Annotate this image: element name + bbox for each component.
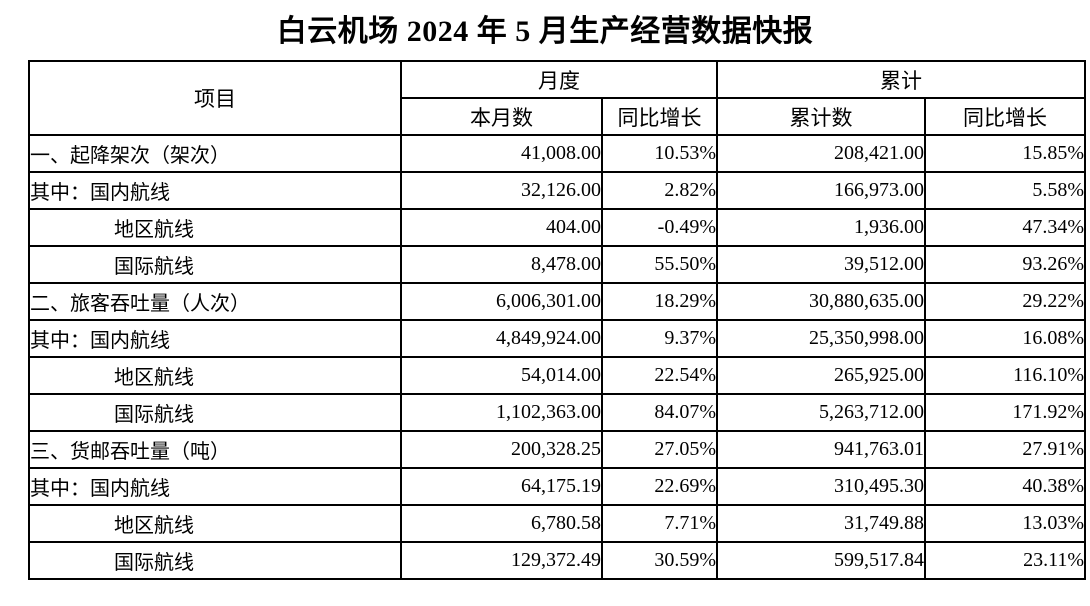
cell-monthly-yoy: 2.82% <box>601 171 718 210</box>
cell-cumulative-yoy: 93.26% <box>924 245 1086 284</box>
header-monthly-value: 本月数 <box>400 97 603 136</box>
cell-monthly-yoy: 84.07% <box>601 393 718 432</box>
cell-monthly-value: 8,478.00 <box>400 245 603 284</box>
table-row: 二、旅客吞吐量（人次） 6,006,301.00 18.29% 30,880,6… <box>28 282 1086 321</box>
cell-cumulative-yoy: 29.22% <box>924 282 1086 321</box>
cell-monthly-yoy: 55.50% <box>601 245 718 284</box>
cell-monthly-yoy: -0.49% <box>601 208 718 247</box>
header-monthly-yoy: 同比增长 <box>601 97 718 136</box>
row-label: 其中：国内航线 <box>28 467 402 506</box>
row-label: 国际航线 <box>28 541 402 580</box>
cell-monthly-value: 1,102,363.00 <box>400 393 603 432</box>
table-row: 一、起降架次（架次） 41,008.00 10.53% 208,421.00 1… <box>28 134 1086 173</box>
cell-monthly-yoy: 22.54% <box>601 356 718 395</box>
cell-cumulative-yoy: 47.34% <box>924 208 1086 247</box>
row-label: 其中：国内航线 <box>28 319 402 358</box>
cell-cumulative-yoy: 13.03% <box>924 504 1086 543</box>
table-row: 国际航线 8,478.00 55.50% 39,512.00 93.26% <box>28 245 1086 284</box>
cell-cumulative-yoy: 171.92% <box>924 393 1086 432</box>
production-data-table: 项目 月度 累计 本月数 同比增长 累计数 同比增长 一、起降架次（架次） 41… <box>28 60 1086 580</box>
cell-cumulative-value: 166,973.00 <box>716 171 926 210</box>
cell-cumulative-value: 265,925.00 <box>716 356 926 395</box>
cell-monthly-yoy: 22.69% <box>601 467 718 506</box>
cell-cumulative-yoy: 27.91% <box>924 430 1086 469</box>
header-monthly-group: 月度 <box>400 60 718 99</box>
cell-monthly-value: 41,008.00 <box>400 134 603 173</box>
cell-cumulative-value: 941,763.01 <box>716 430 926 469</box>
cell-cumulative-value: 208,421.00 <box>716 134 926 173</box>
cell-cumulative-value: 599,517.84 <box>716 541 926 580</box>
table-row: 地区航线 54,014.00 22.54% 265,925.00 116.10% <box>28 356 1086 395</box>
cell-cumulative-yoy: 16.08% <box>924 319 1086 358</box>
cell-monthly-value: 54,014.00 <box>400 356 603 395</box>
cell-cumulative-value: 31,749.88 <box>716 504 926 543</box>
table-row: 地区航线 6,780.58 7.71% 31,749.88 13.03% <box>28 504 1086 543</box>
cell-cumulative-value: 310,495.30 <box>716 467 926 506</box>
header-cumulative-group: 累计 <box>716 60 1086 99</box>
page-title: 白云机场 2024 年 5 月生产经营数据快报 <box>276 15 814 48</box>
cell-cumulative-yoy: 15.85% <box>924 134 1086 173</box>
cell-cumulative-yoy: 5.58% <box>924 171 1086 210</box>
row-label: 其中：国内航线 <box>28 171 402 210</box>
table-row: 三、货邮吞吐量（吨） 200,328.25 27.05% 941,763.01 … <box>28 430 1086 469</box>
row-label: 二、旅客吞吐量（人次） <box>28 282 402 321</box>
cell-cumulative-yoy: 116.10% <box>924 356 1086 395</box>
cell-cumulative-yoy: 23.11% <box>924 541 1086 580</box>
cell-monthly-value: 6,780.58 <box>400 504 603 543</box>
cell-monthly-yoy: 18.29% <box>601 282 718 321</box>
cell-monthly-value: 64,175.19 <box>400 467 603 506</box>
table-row: 其中：国内航线 4,849,924.00 9.37% 25,350,998.00… <box>28 319 1086 358</box>
cell-cumulative-value: 1,936.00 <box>716 208 926 247</box>
cell-cumulative-value: 25,350,998.00 <box>716 319 926 358</box>
header-cumulative-yoy: 同比增长 <box>924 97 1086 136</box>
cell-monthly-yoy: 9.37% <box>601 319 718 358</box>
row-label: 三、货邮吞吐量（吨） <box>28 430 402 469</box>
table-row: 其中：国内航线 32,126.00 2.82% 166,973.00 5.58% <box>28 171 1086 210</box>
cell-monthly-value: 200,328.25 <box>400 430 603 469</box>
table-row: 国际航线 1,102,363.00 84.07% 5,263,712.00 17… <box>28 393 1086 432</box>
table-row: 地区航线 404.00 -0.49% 1,936.00 47.34% <box>28 208 1086 247</box>
cell-cumulative-value: 5,263,712.00 <box>716 393 926 432</box>
cell-monthly-yoy: 27.05% <box>601 430 718 469</box>
cell-monthly-yoy: 7.71% <box>601 504 718 543</box>
header-row-groups: 项目 月度 累计 <box>28 60 1086 136</box>
cell-monthly-yoy: 30.59% <box>601 541 718 580</box>
cell-monthly-value: 6,006,301.00 <box>400 282 603 321</box>
row-label: 一、起降架次（架次） <box>28 134 402 173</box>
cell-monthly-value: 4,849,924.00 <box>400 319 603 358</box>
row-label: 地区航线 <box>28 356 402 395</box>
header-row-columns: 本月数 同比增长 累计数 同比增长 <box>29 97 1086 136</box>
cell-cumulative-value: 39,512.00 <box>716 245 926 284</box>
row-label: 地区航线 <box>28 504 402 543</box>
row-label: 地区航线 <box>28 208 402 247</box>
header-cumulative-value: 累计数 <box>716 97 926 136</box>
row-label: 国际航线 <box>28 245 402 284</box>
cell-monthly-value: 129,372.49 <box>400 541 603 580</box>
table-row: 国际航线 129,372.49 30.59% 599,517.84 23.11% <box>28 541 1086 580</box>
cell-monthly-value: 404.00 <box>400 208 603 247</box>
row-label: 国际航线 <box>28 393 402 432</box>
cell-cumulative-yoy: 40.38% <box>924 467 1086 506</box>
cell-cumulative-value: 30,880,635.00 <box>716 282 926 321</box>
cell-monthly-yoy: 10.53% <box>601 134 718 173</box>
table-row: 其中：国内航线 64,175.19 22.69% 310,495.30 40.3… <box>28 467 1086 506</box>
header-item: 项目 <box>28 60 402 136</box>
cell-monthly-value: 32,126.00 <box>400 171 603 210</box>
